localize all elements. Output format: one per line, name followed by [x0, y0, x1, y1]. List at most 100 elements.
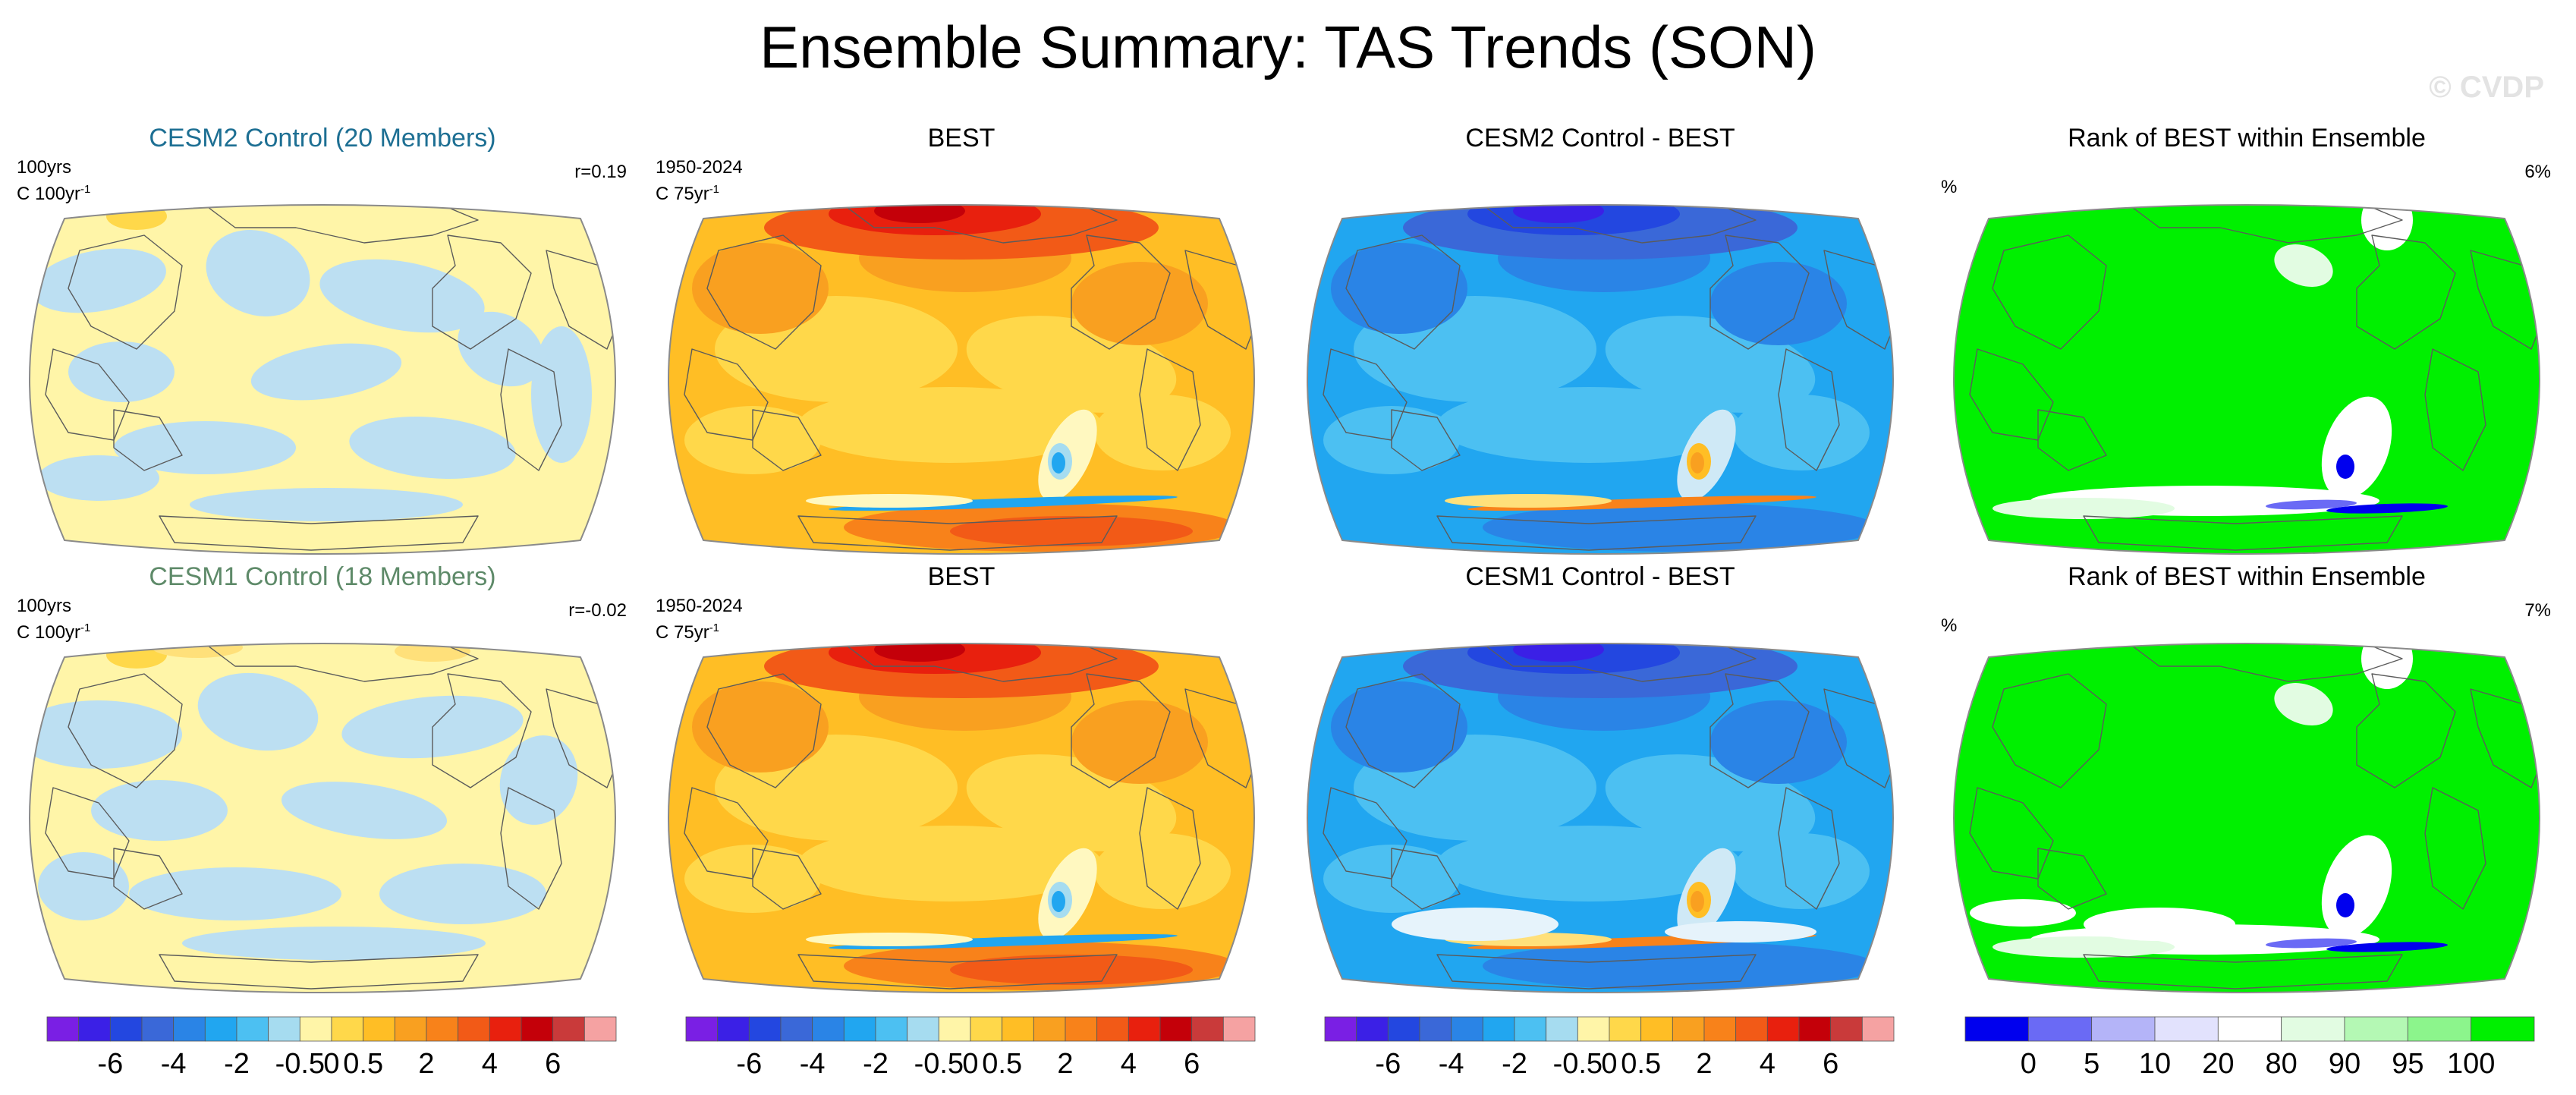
colorbar-box — [299, 1016, 332, 1042]
map-field-diff — [1307, 205, 1893, 554]
map-outline — [1953, 204, 2540, 555]
coastline — [1709, 234, 1810, 350]
map-outline — [1307, 643, 1894, 993]
colorbar-box — [780, 1016, 813, 1042]
coastline — [1345, 673, 1461, 788]
field-contour — [1094, 395, 1231, 470]
colorbar-box — [748, 1016, 782, 1042]
coastline — [1071, 673, 1171, 788]
colorbar-box — [363, 1016, 395, 1042]
colorbar-tick-label: 20 — [2202, 1048, 2234, 1080]
coastline — [1992, 673, 2107, 788]
colorbar-tick-label: 5 — [2084, 1048, 2099, 1080]
map-field-obs — [668, 205, 1254, 554]
colorbar-tick-label: 4 — [1121, 1048, 1137, 1080]
panel-rank-percent: 7% — [2524, 600, 2551, 621]
colorbar-tick-label: 10 — [2139, 1048, 2171, 1080]
colorbar-box — [204, 1016, 237, 1042]
field-contour — [874, 643, 965, 662]
map-cesm1-minus-best — [1307, 643, 1894, 993]
coastline — [752, 409, 822, 471]
map-field-rank — [1954, 643, 2540, 993]
colorbar-tick-label: 2 — [1057, 1048, 1073, 1080]
colorbar-tick-label: 0 — [962, 1048, 978, 1080]
field-contour — [1483, 942, 1877, 990]
field-contour — [106, 205, 167, 230]
field-contour — [182, 927, 486, 960]
field-contour — [692, 243, 829, 334]
colorbar-tick-label: 4 — [1760, 1048, 1776, 1080]
colorbar-box — [236, 1016, 269, 1042]
field-contour — [1691, 891, 1704, 912]
field-contour — [197, 672, 319, 751]
field-contour — [1733, 833, 1870, 909]
coastline — [1139, 787, 1201, 910]
field-contour — [2326, 503, 2448, 514]
coastline — [500, 348, 562, 471]
colorbar-tick-label: 100 — [2447, 1048, 2495, 1080]
cvdp-watermark: © CVDP — [2429, 71, 2544, 104]
panel-cesm2-minus-best: CESM2 Control - BEST — [1285, 121, 1915, 562]
coastline — [843, 205, 1118, 244]
coastline — [2356, 673, 2456, 788]
map-field-diff — [1307, 643, 1893, 993]
panel-correlation-label: r=0.19 — [574, 162, 627, 182]
field-contour — [91, 780, 228, 841]
panel-rank: Rank of BEST within Ensemble % 6% — [1932, 121, 2562, 562]
coastline — [2083, 515, 2403, 551]
coastline — [1391, 409, 1461, 471]
panel-rank-percent: 6% — [2524, 162, 2551, 182]
colorbar-tick-label: -0.5 — [1553, 1048, 1603, 1080]
colorbar-box — [1640, 1016, 1673, 1042]
map-field-obs — [668, 643, 1254, 993]
colorbar-box — [394, 1016, 427, 1042]
field-contour — [1993, 498, 2175, 519]
map-outline — [1953, 643, 2540, 993]
field-contour — [1970, 899, 2076, 927]
colorbar-box — [2217, 1016, 2282, 1042]
field-contour — [798, 826, 1102, 901]
panel-title: CESM1 Control (18 Members) — [149, 562, 496, 591]
colorbar-box — [685, 1016, 719, 1042]
field-contour — [2274, 682, 2333, 726]
field-contour — [30, 700, 182, 769]
colorbar-tick-label: 90 — [2329, 1048, 2361, 1080]
panel-period-label: 1950-2024 C 75yr-1 — [656, 157, 743, 204]
colorbar-box — [1191, 1016, 1224, 1042]
field-contour — [1071, 262, 1208, 345]
coastline — [2037, 848, 2107, 910]
field-contour — [1094, 833, 1231, 909]
colorbar-box — [1419, 1016, 1452, 1042]
coastline — [843, 643, 1118, 682]
coastline — [1071, 234, 1171, 350]
field-base — [1954, 643, 2540, 993]
colorbar-box — [552, 1016, 585, 1042]
colorbar-box — [1387, 1016, 1420, 1042]
field-contour — [349, 417, 516, 479]
colorbar-tick-label: 4 — [482, 1048, 498, 1080]
map-rank — [1953, 643, 2540, 993]
field-contour — [1071, 700, 1208, 784]
colorbar-trend-difference: -6 -4 -2 -0.50 0.5 2 4 6 — [1324, 1016, 1895, 1080]
field-contour — [2084, 908, 2235, 941]
field-contour — [1437, 387, 1741, 463]
field-contour — [1392, 908, 1558, 941]
field-contour — [1052, 452, 1065, 474]
field-contour — [499, 735, 578, 825]
field-contour — [190, 488, 463, 521]
coastline — [1778, 787, 1840, 910]
colorbar-box — [1159, 1016, 1193, 1042]
colorbar-tick-label: -6 — [97, 1048, 123, 1080]
panel-title: CESM1 Control - BEST — [1465, 562, 1735, 591]
colorbar-box — [78, 1016, 111, 1042]
map-cesm2-control — [29, 204, 616, 555]
colorbar-tick-label: -4 — [161, 1048, 187, 1080]
map-best — [668, 643, 1255, 993]
coastline — [1778, 348, 1840, 471]
coastline — [2424, 787, 2486, 910]
coastline — [113, 409, 183, 471]
colorbar-tick-label: 0.5 — [1621, 1048, 1661, 1080]
coastline — [159, 515, 479, 551]
coastline — [1391, 848, 1461, 910]
